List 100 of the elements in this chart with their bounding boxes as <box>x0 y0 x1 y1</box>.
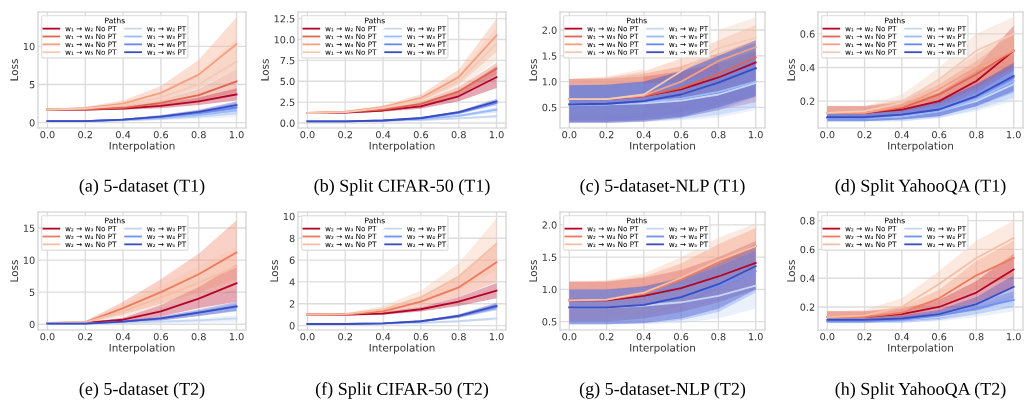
y-tick-label: 5 <box>29 81 35 89</box>
x-tick-label: 0.0 <box>562 332 577 341</box>
y-axis-title: Loss <box>10 260 19 282</box>
x-axis-title: Interpolation <box>630 343 695 354</box>
x-tick-label: 0.6 <box>932 130 947 139</box>
y-tick-label: 0.5 <box>542 318 557 326</box>
x-tick-label: 0.6 <box>932 332 947 341</box>
x-tick-label: 0.8 <box>191 130 206 139</box>
y-tick-label: 2 <box>289 300 295 308</box>
x-axis-title: Interpolation <box>888 343 953 354</box>
y-tick-label: 6 <box>289 256 295 264</box>
x-tick-label: 0.8 <box>451 332 466 341</box>
text: (a) 5-dataset (T1) <box>79 179 205 196</box>
x-tick-label: 0.0 <box>820 332 835 341</box>
x-tick-label: 0.8 <box>969 332 984 341</box>
y-tick-label: 0 <box>289 322 295 330</box>
x-tick-label: 0.8 <box>711 332 726 341</box>
y-tick-label: 0 <box>29 119 35 127</box>
x-tick-label: 0.6 <box>153 130 169 139</box>
y-tick-label: 0.5 <box>542 103 557 112</box>
x-tick-label: 0.6 <box>413 130 429 139</box>
x-tick-label: 0.4 <box>376 130 391 139</box>
x-tick-label: 0.0 <box>40 130 55 139</box>
y-axis-title: Loss <box>10 59 19 81</box>
x-tick-label: 0.4 <box>636 130 652 139</box>
x-tick-label: 0.4 <box>376 332 391 341</box>
x-tick-label: 0.6 <box>674 332 689 341</box>
y-tick-label: 5 <box>29 288 35 296</box>
x-tick-label: 0.4 <box>894 332 910 341</box>
x-tick-label: 0.4 <box>116 130 131 139</box>
text: (g) 5-dataset-NLP (T2) <box>579 382 746 399</box>
y-axis-title: Loss <box>787 260 795 282</box>
x-tick-label: 0.8 <box>969 130 984 139</box>
y-tick-label: 0.0 <box>280 119 295 127</box>
x-tick-label: 0.2 <box>78 130 93 139</box>
x-axis-title: Interpolation <box>109 343 175 354</box>
x-tick-label: 0.0 <box>40 332 55 341</box>
y-axis-title: Loss <box>529 59 537 81</box>
y-axis-title: Loss <box>270 260 279 282</box>
x-tick-label: 0.8 <box>451 130 466 139</box>
x-axis-title: Interpolation <box>369 141 435 152</box>
y-tick-label: 1.0 <box>542 78 557 86</box>
y-tick-label: 1.0 <box>542 285 557 294</box>
y-tick-label: 0.6 <box>800 30 815 38</box>
x-tick-label: 0.4 <box>894 130 910 139</box>
y-tick-label: 5.0 <box>280 77 295 86</box>
y-tick-label: 0.6 <box>800 245 815 254</box>
y-tick-label: 0.4 <box>800 274 815 283</box>
x-axis-title: Interpolation <box>109 141 175 152</box>
y-tick-label: 10 <box>283 212 295 221</box>
y-tick-label: 2.0 <box>542 221 557 229</box>
x-tick-label: 0.2 <box>857 332 872 341</box>
x-axis-title: Interpolation <box>888 141 953 152</box>
y-tick-label: 2.5 <box>280 98 295 106</box>
y-tick-label: 7.5 <box>280 57 295 65</box>
x-tick-label: 1.0 <box>489 332 504 341</box>
x-tick-label: 1.0 <box>749 130 763 139</box>
x-tick-label: 0.4 <box>636 332 652 341</box>
y-axis-title: Loss <box>529 260 537 282</box>
x-tick-label: 1.0 <box>229 130 244 139</box>
y-tick-label: 0.4 <box>800 63 815 72</box>
y-axis-title: Loss <box>787 59 795 81</box>
y-tick-label: 15 <box>23 224 35 232</box>
x-tick-label: 1.0 <box>489 130 504 139</box>
x-tick-label: 0.2 <box>78 332 93 341</box>
y-tick-label: 10 <box>23 256 35 264</box>
y-tick-label: 1.5 <box>542 253 557 261</box>
x-tick-label: 0.6 <box>413 332 429 341</box>
y-tick-label: 4 <box>289 278 295 286</box>
x-tick-label: 1.0 <box>229 332 244 341</box>
y-tick-label: 0.2 <box>800 97 815 105</box>
x-tick-label: 0.6 <box>153 332 169 341</box>
text: (f) Split CIFAR-50 (T2) <box>315 382 489 399</box>
text: (e) 5-dataset (T2) <box>79 382 205 399</box>
text: (d) Split YahooQA (T1) <box>835 179 1006 196</box>
text: (c) 5-dataset-NLP (T1) <box>580 179 745 196</box>
x-tick-label: 0.4 <box>116 332 131 341</box>
x-tick-label: 0.0 <box>300 130 315 139</box>
x-tick-label: 1.0 <box>1007 130 1021 139</box>
x-tick-label: 0.2 <box>857 130 872 139</box>
x-tick-label: 0.8 <box>191 332 206 341</box>
x-tick-label: 0.8 <box>711 130 726 139</box>
x-tick-label: 0.2 <box>599 130 614 139</box>
y-tick-label: 10 <box>23 42 35 51</box>
x-tick-label: 0.6 <box>674 130 689 139</box>
y-tick-label: 12.5 <box>274 15 295 23</box>
y-tick-label: 2.0 <box>542 26 557 34</box>
y-tick-label: 0.8 <box>800 217 815 225</box>
y-axis-title: Loss <box>261 59 269 81</box>
text: (b) Split CIFAR-50 (T1) <box>314 179 490 196</box>
x-tick-label: 0.0 <box>820 130 835 139</box>
x-tick-label: 0.2 <box>338 332 353 341</box>
x-tick-label: 0.2 <box>338 130 353 139</box>
x-tick-label: 1.0 <box>1007 332 1021 341</box>
y-tick-label: 8 <box>289 234 295 243</box>
y-tick-label: 0 <box>29 320 35 329</box>
y-tick-label: 10.0 <box>274 36 295 44</box>
x-tick-label: 1.0 <box>749 332 763 341</box>
x-axis-title: Interpolation <box>630 141 695 152</box>
text: (h) Split YahooQA (T2) <box>835 382 1006 399</box>
